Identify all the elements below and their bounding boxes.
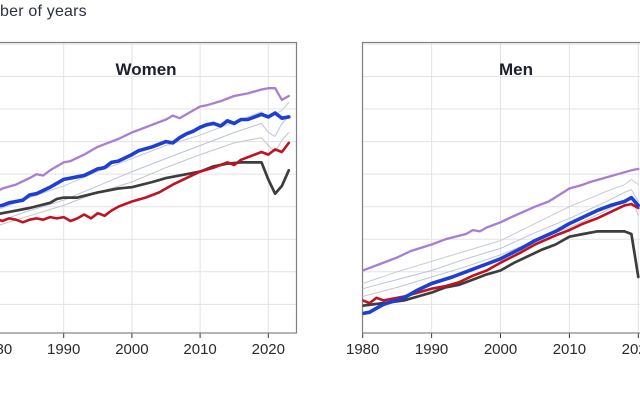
series-purple-line [362,167,640,272]
x-tick-label: 2000 [115,341,148,358]
x-tick-label: 2010 [553,341,586,358]
panel-border [0,41,298,334]
x-tick-label: 1990 [415,341,448,358]
x-tick-label: 2020 [252,341,285,358]
series-thin-gray-high-line [362,178,639,284]
x-tick-label: 2020 [622,341,640,358]
series-group [0,87,291,226]
series-blue-line [0,111,291,208]
x-tick-label: 1980 [346,341,379,358]
series-black-line [0,161,291,216]
facet-label: Men [499,60,533,79]
series-red-line [362,202,640,305]
series-thin-gray-low-line [0,132,290,226]
panel-women: 1980 1990 2000 2010 2020 Women [0,41,298,358]
series-red-line [0,141,291,224]
series-purple-line [0,87,290,192]
panel-border [361,41,640,334]
series-thin-gray-mid-line [0,116,290,222]
series-black-line [362,230,640,308]
series-group [362,167,640,316]
panel-men: 1980 1990 2000 2010 2020 Men [346,41,640,358]
series-blue-line [362,195,640,316]
series-thin-gray-mid-line [362,189,639,290]
x-tick-label: 2010 [183,341,216,358]
y-axis-title: ber of years [0,3,87,20]
x-tick-label: 1980 [0,341,12,358]
x-tick-label: 2000 [484,341,517,358]
facet-label: Women [115,60,176,79]
x-tick-label: 1990 [47,341,80,358]
